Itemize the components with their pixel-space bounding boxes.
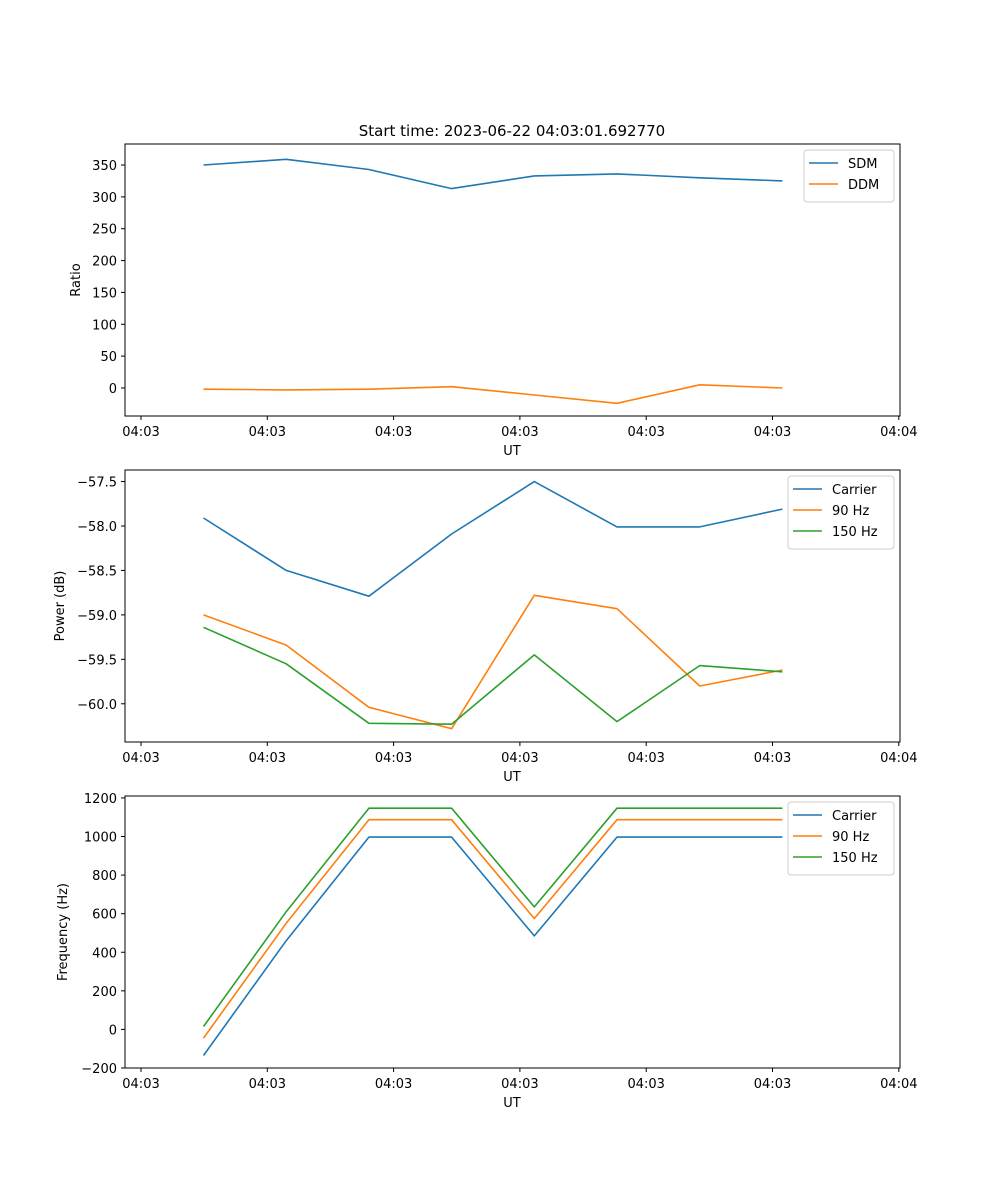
y-tick-label: −58.0: [77, 520, 117, 535]
legend-label: Carrier: [832, 809, 877, 824]
y-tick-label: 600: [92, 908, 117, 923]
y-tick-label: 0: [109, 1023, 117, 1038]
series-line-carrier: [202, 836, 783, 1056]
x-axis-label: UT: [503, 770, 521, 785]
legend-label: 90 Hz: [832, 504, 869, 519]
x-tick-label: 04:03: [375, 751, 412, 766]
y-tick-label: −58.5: [77, 564, 117, 579]
chart-panel-3: 04:03 04:03 04:03 04:03 04:03 04:03 04:04 −200 0…: [56, 792, 918, 1111]
y-tick-label: 1000: [84, 831, 117, 846]
y-tick-label: 200: [92, 255, 117, 270]
y-tick-label: 100: [92, 318, 117, 333]
legend: Carrier 90 Hz 150 Hz: [787, 475, 895, 550]
y-tick-label: −59.0: [77, 609, 117, 624]
axes-frame: [124, 143, 901, 417]
x-axis-label: UT: [503, 1096, 521, 1111]
legend-label: 90 Hz: [832, 830, 869, 845]
chart-panel-2: 04:03 04:03 04:03 04:03 04:03 04:03 04:04 −60.0…: [53, 469, 918, 785]
x-tick-label: 04:03: [501, 425, 538, 440]
series-line-150-hz: [202, 807, 783, 1027]
y-tick-label: 800: [92, 869, 117, 884]
x-tick-label: 04:04: [880, 1077, 917, 1092]
legend-label: DDM: [848, 178, 879, 193]
y-tick-label: 300: [92, 191, 117, 206]
x-tick-label: 04:03: [627, 1077, 664, 1092]
x-tick-label: 04:03: [754, 1077, 791, 1092]
y-tick-label: 200: [92, 985, 117, 1000]
series-line-carrier: [203, 480, 783, 598]
y-tick-label: 0: [109, 382, 117, 397]
x-tick-label: 04:03: [501, 751, 538, 766]
x-tick-label: 04:03: [627, 425, 664, 440]
series-line-150-hz: [203, 626, 783, 726]
series-line-90-hz: [203, 594, 783, 730]
y-tick-label: 50: [100, 350, 117, 365]
x-tick-label: 04:03: [122, 751, 159, 766]
y-tick-label: −59.5: [77, 653, 117, 668]
chart-panels: 04:03 04:03 04:03 04:03 04:03 04:03 04:04 0 50 10…: [53, 143, 918, 1111]
x-axis-label: UT: [503, 444, 521, 459]
figure-title: Start time: 2023-06-22 04:03:01.692770: [359, 122, 665, 140]
x-tick-label: 04:03: [122, 425, 159, 440]
chart-panel-1: 04:03 04:03 04:03 04:03 04:03 04:03 04:04 0 50 10…: [69, 143, 918, 459]
x-tick-label: 04:03: [501, 1077, 538, 1092]
y-tick-label: 150: [92, 286, 117, 301]
x-tick-label: 04:04: [880, 425, 917, 440]
x-tick-label: 04:03: [249, 425, 286, 440]
legend-label: 150 Hz: [832, 525, 878, 540]
y-tick-label: 400: [92, 946, 117, 961]
y-axis-label: Frequency (Hz): [56, 883, 71, 981]
series-line-sdm: [203, 158, 783, 190]
axes-frame: [124, 469, 901, 743]
legend-label: 150 Hz: [832, 851, 878, 866]
x-tick-label: 04:03: [754, 751, 791, 766]
y-tick-label: −60.0: [77, 698, 117, 713]
x-tick-label: 04:03: [627, 751, 664, 766]
x-tick-label: 04:03: [249, 1077, 286, 1092]
y-tick-label: 250: [92, 223, 117, 238]
legend-label: SDM: [848, 157, 877, 172]
x-tick-label: 04:03: [249, 751, 286, 766]
y-axis-label: Ratio: [69, 263, 84, 296]
series-line-90-hz: [202, 818, 783, 1039]
axes-frame: [124, 795, 901, 1069]
y-tick-label: −57.5: [77, 476, 117, 491]
legend: Carrier 90 Hz 150 Hz: [787, 801, 895, 876]
y-tick-label: 350: [92, 159, 117, 174]
series-line-ddm: [203, 383, 783, 405]
legend-label: Carrier: [832, 483, 877, 498]
y-tick-label: −200: [81, 1062, 117, 1077]
x-tick-label: 04:03: [375, 1077, 412, 1092]
legend: SDM DDM: [803, 149, 895, 203]
x-tick-label: 04:03: [375, 425, 412, 440]
y-axis-label: Power (dB): [53, 571, 68, 642]
x-tick-label: 04:03: [754, 425, 791, 440]
x-tick-label: 04:04: [880, 751, 917, 766]
x-tick-label: 04:03: [122, 1077, 159, 1092]
y-tick-label: 1200: [84, 792, 117, 807]
